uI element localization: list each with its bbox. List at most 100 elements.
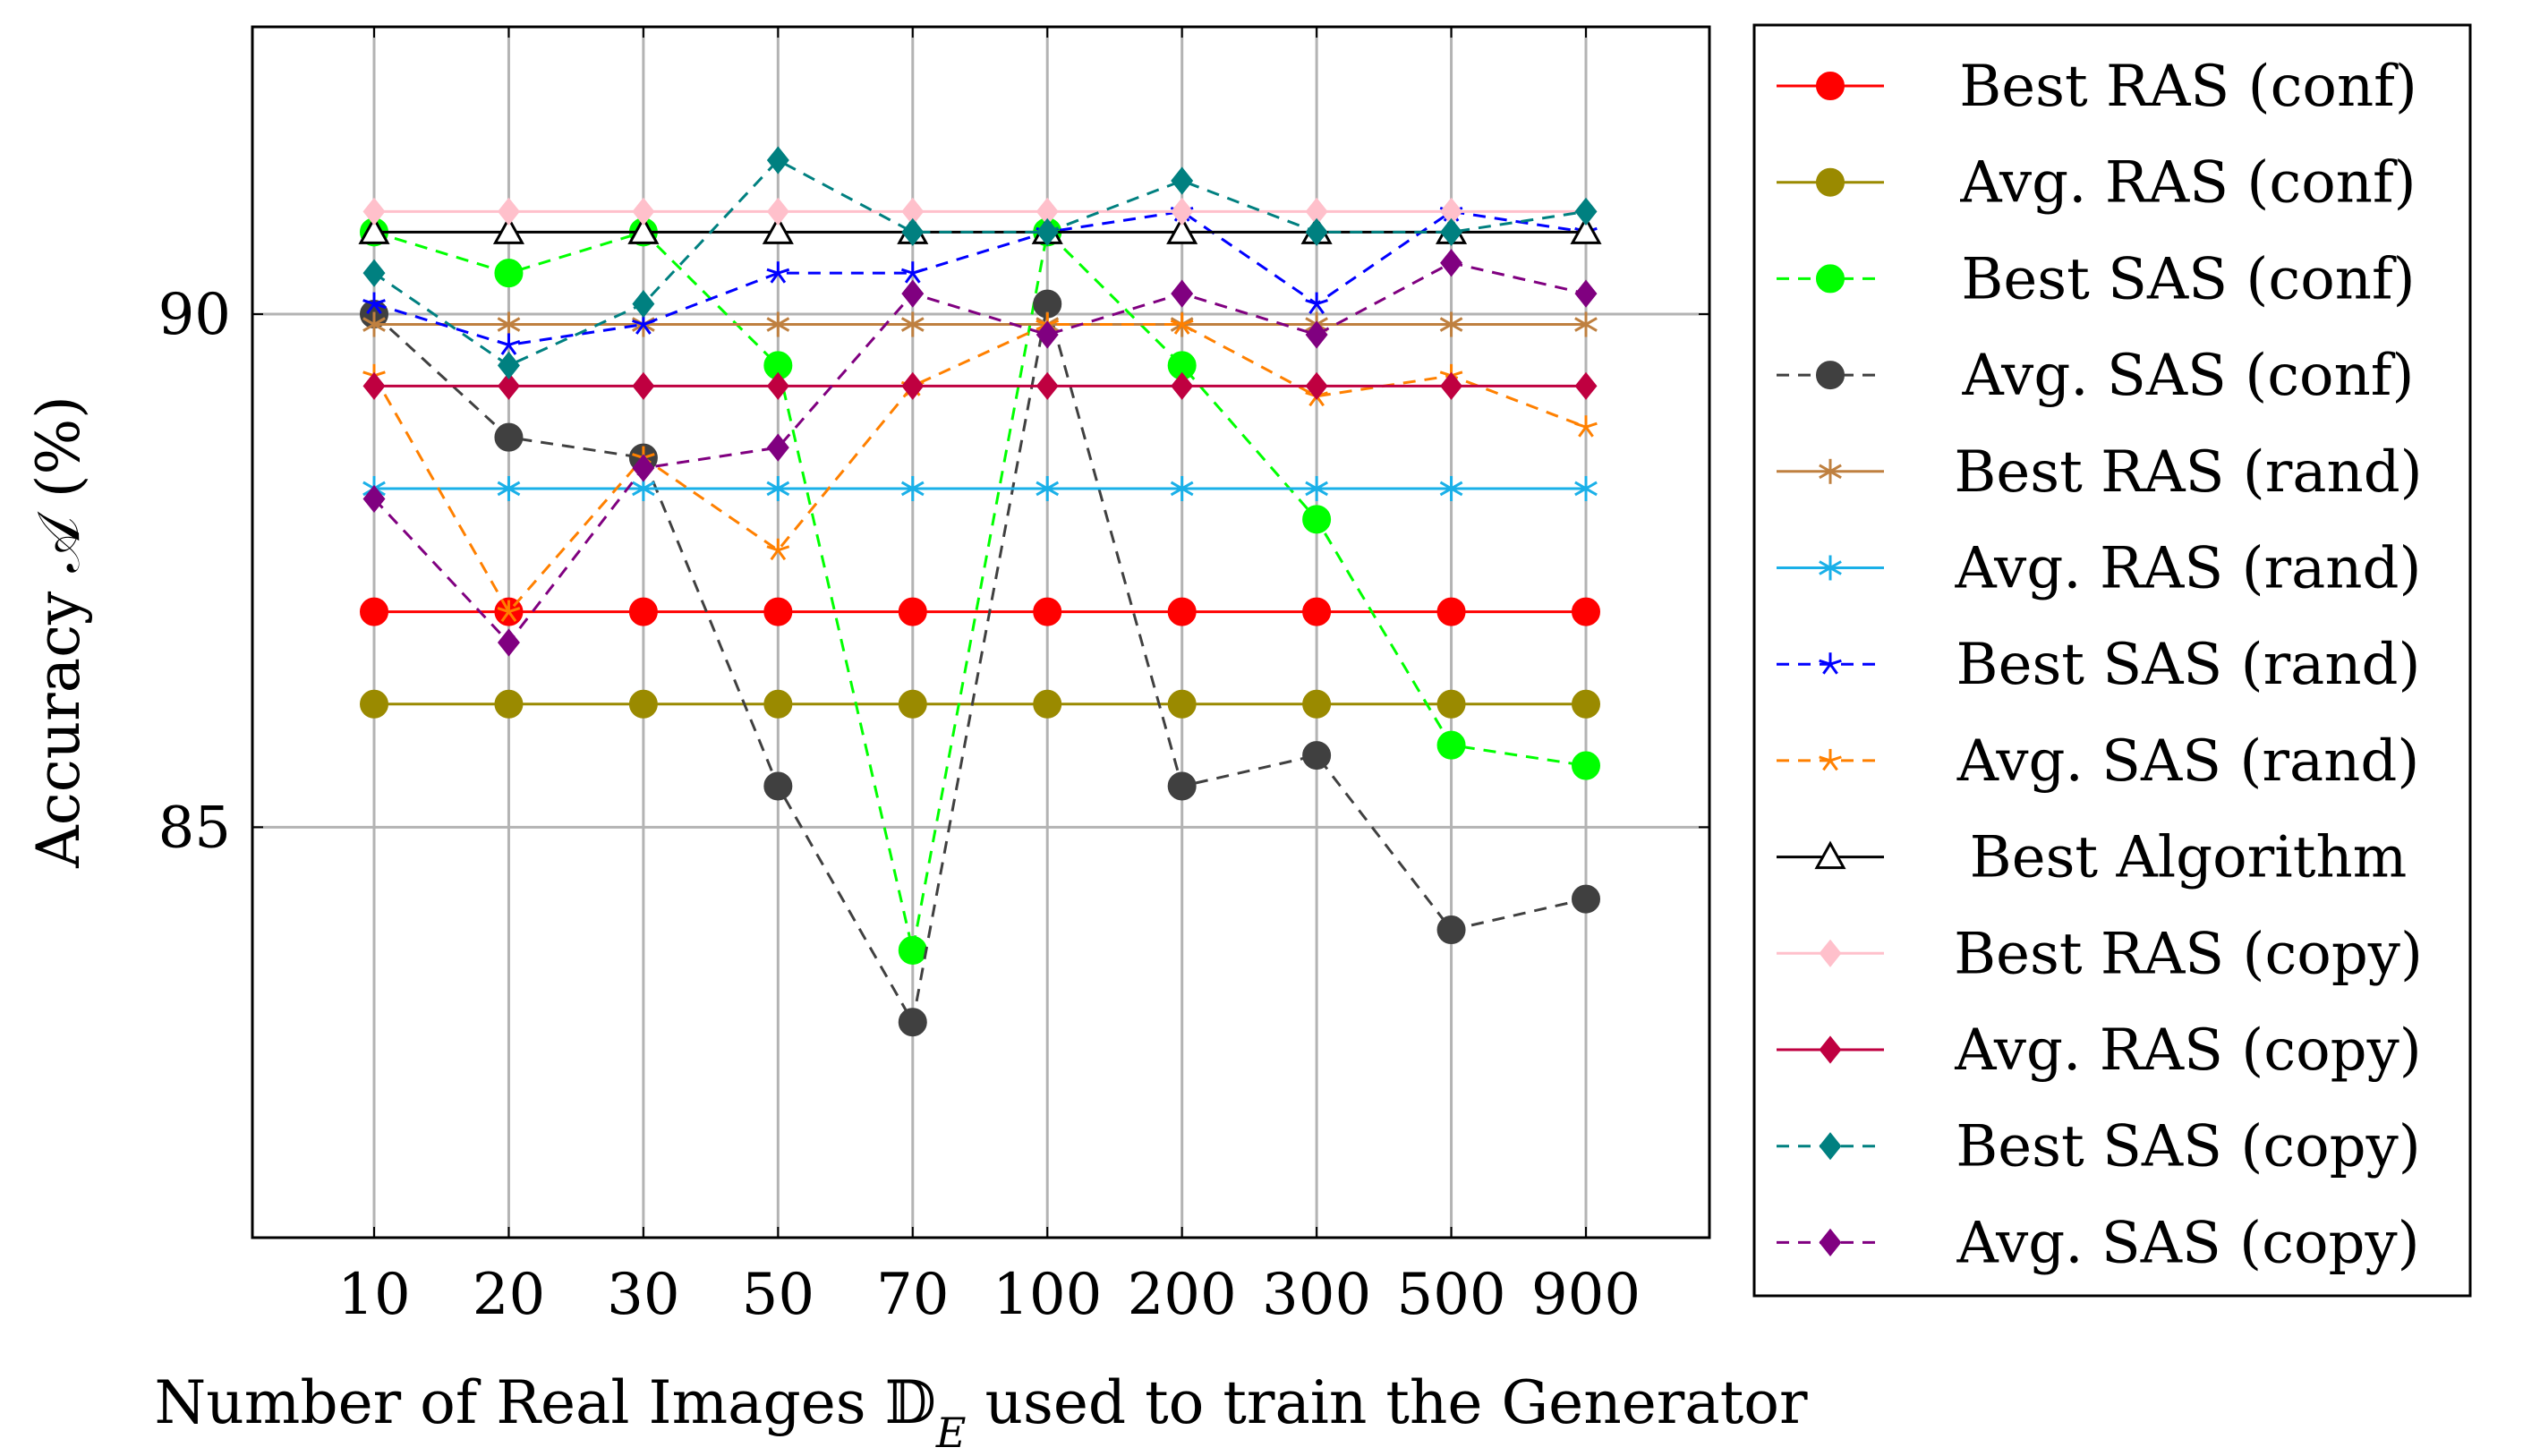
data-point [766,146,789,175]
data-point [497,351,520,379]
series-11 [362,146,1598,379]
data-point [1036,217,1059,246]
legend-marker [1819,939,1842,967]
data-point-stroke [1578,426,1588,438]
data-point [632,371,655,400]
data-point [492,216,524,244]
series-9 [362,197,1598,226]
data-point [1302,741,1332,771]
legend-entry: Best SAS (rand) [1777,632,2420,698]
data-point [1574,311,1598,337]
legend-label: Avg. RAS (conf) [1959,150,2416,217]
data-point [628,597,658,626]
data-point [632,289,655,319]
data-point-stroke [911,272,921,284]
data-point-stroke [497,317,521,332]
data-point-stroke [507,344,517,355]
y-tick-label: 85 [158,795,231,861]
legend-marker-stroke [1829,659,1842,666]
x-tick-label: 30 [607,1262,679,1328]
data-point [1574,279,1598,308]
data-point-stroke [507,340,521,346]
legend-marker [1816,264,1845,294]
data-point-stroke [1170,319,1183,326]
data-point-stroke [635,323,645,335]
series-line [373,209,1587,346]
data-point-stroke [900,481,925,497]
x-tick-label: 10 [337,1262,410,1328]
data-point [900,261,925,284]
data-point-stroke [1173,323,1183,335]
x-tick-label: 200 [1128,1262,1237,1328]
series-line [372,303,1587,1026]
data-point-stroke [507,610,517,622]
series-1 [360,689,1600,719]
data-point [1572,689,1600,719]
legend-marker-stroke [1819,560,1842,575]
data-point-stroke [1574,317,1598,332]
legend-label: Avg. RAS (copy) [1954,1017,2421,1084]
data-point [1574,415,1598,438]
series-8 [358,216,1602,244]
legend-entry: Best RAS (rand) [1777,439,2423,506]
data-point-stroke [766,481,790,497]
data-point-stroke [497,607,509,613]
data-point [497,371,520,400]
legend-marker [1814,840,1846,870]
series-line [373,229,1587,951]
data-point [362,197,386,226]
data-point [362,371,386,400]
data-point [1033,689,1062,719]
y-axis-label: Accuracy 𝒜 (%) [24,396,93,869]
data-point [358,216,390,244]
data-point [1033,597,1062,626]
data-point-stroke [500,344,510,355]
legend-marker-stroke [1819,464,1842,480]
data-point-stroke [1305,481,1328,497]
legend-box [1752,23,2472,1298]
data-point [901,217,925,246]
legend-label: Best SAS (copy) [1956,1114,2421,1180]
series-2 [360,217,1600,965]
data-point [762,216,794,244]
data-point [1166,216,1198,244]
legend-label: Best RAS (rand) [1954,439,2422,506]
data-point [901,371,925,400]
data-point [1171,371,1194,400]
legend-label: Best RAS (copy) [1954,921,2423,987]
data-point [494,259,524,288]
data-point [763,597,793,626]
data-point [898,597,927,626]
data-point [1439,311,1463,337]
data-point [1170,475,1194,501]
data-point-stroke [900,317,925,332]
data-point-stroke [362,299,375,306]
data-point-stroke [1305,299,1317,306]
data-point [766,475,790,501]
data-point-stroke [497,481,521,497]
x-axis-label: Number of Real Images 𝔻E used to train t… [154,1368,1807,1456]
x-tick-label: 70 [876,1262,949,1328]
data-point [1574,371,1598,400]
data-point [1574,475,1598,501]
data-point [900,475,925,501]
x-tick-label: 500 [1396,1262,1505,1328]
data-point-stroke [912,268,925,275]
legend-entry: Avg. RAS (conf) [1777,150,2416,217]
data-point [1305,371,1328,400]
data-point [1574,197,1598,226]
series-5 [362,475,1598,501]
data-point-stroke [507,607,521,613]
x-tick-label: 300 [1262,1262,1371,1328]
data-point [1440,371,1463,400]
data-point [362,259,386,287]
data-point-stroke [1439,481,1463,497]
legend-marker [1819,652,1842,675]
data-point-stroke [900,268,914,275]
legend-label: Best SAS (rand) [1956,632,2421,698]
data-point-stroke [770,549,780,561]
data-point-stroke [1181,319,1194,326]
legend-marker [1819,1035,1842,1064]
legend-entry: Best SAS (copy) [1777,1114,2421,1180]
